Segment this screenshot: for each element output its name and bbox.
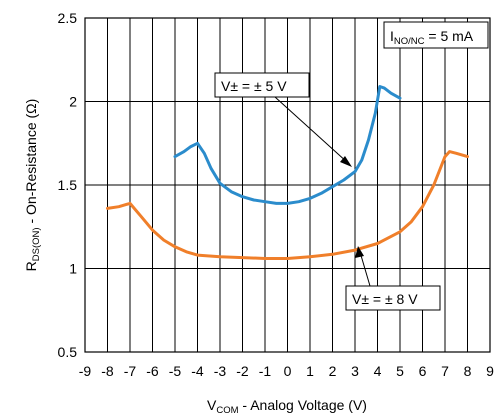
series-5v-label: V± = ± 5 V [221,78,287,94]
x-tick-label: -7 [124,363,137,379]
x-tick-label: 7 [441,363,449,379]
x-tick-label: -9 [79,363,92,379]
x-tick-label: -4 [191,363,204,379]
series-5v-arrowhead [340,156,352,167]
x-tick-label: -8 [101,363,114,379]
series-8v-label: V± = ± 8 V [352,291,418,307]
x-tick-labels: -9 -8 -7 -6 -5 -4 -3 -2 -1 0 1 2 3 4 5 6 7 8 9 [79,363,494,379]
x-tick-label: 4 [374,363,382,379]
x-tick-label: 2 [329,363,337,379]
x-tick-label: 8 [464,363,472,379]
series-group [106,85,469,260]
series-line-1 [106,150,469,260]
series-line-0 [173,85,402,205]
y-axis-label: RDS(ON) - On-Resistance (Ω) [23,99,42,272]
series-8v-label-box [345,285,441,311]
condition-label: INO/NC = 5 mA [390,28,474,47]
x-tick-label: -2 [236,363,249,379]
condition-box [383,21,489,49]
x-tick-label: -1 [259,363,272,379]
x-tick-label: 3 [351,363,359,379]
series-8v-arrowhead [355,246,364,258]
series-5v-arrow-line [274,96,349,164]
x-tick-label: 0 [284,363,292,379]
x-tick-label: 6 [419,363,427,379]
x-tick-label: -6 [146,363,159,379]
series-8v-arrow-line [359,251,371,287]
x-tick-label: 1 [306,363,314,379]
x-tick-label: -5 [169,363,182,379]
y-tick-labels: 0.5 1 1.5 2 2.5 [58,10,78,360]
x-tick-label: 5 [396,363,404,379]
x-tick-label: -3 [214,363,227,379]
x-tick-label: 9 [486,363,494,379]
y-tick-label: 1.5 [58,177,78,193]
y-tick-label: 2 [69,94,77,110]
series-5v-label-box [214,72,310,98]
plot-frame [84,17,491,353]
x-axis-label: VCOM - Analog Voltage (V) [207,397,367,416]
y-tick-label: 0.5 [58,344,78,360]
y-tick-label: 2.5 [58,10,78,26]
y-tick-label: 1 [69,261,77,277]
